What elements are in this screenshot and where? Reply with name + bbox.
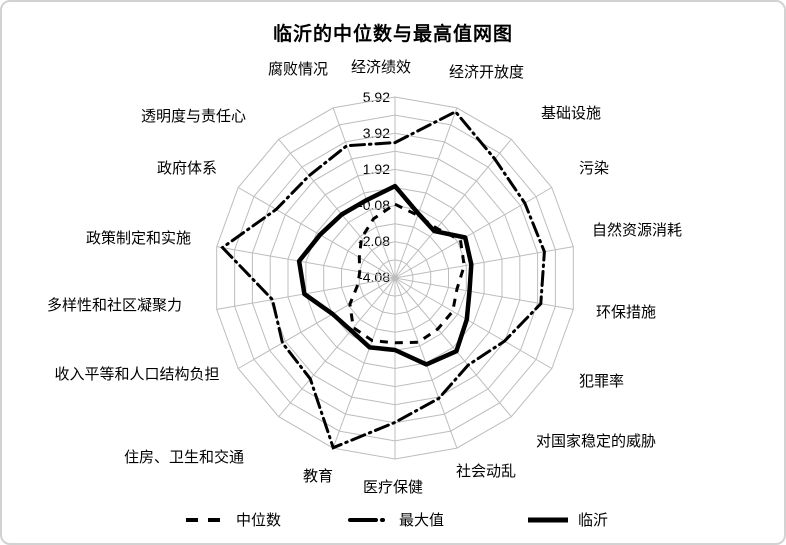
grid-spoke bbox=[394, 138, 512, 279]
grid-ring bbox=[305, 186, 485, 370]
grid-spoke bbox=[237, 277, 396, 369]
grid-ring bbox=[287, 168, 503, 388]
legend-label-median: 中位数 bbox=[236, 512, 282, 529]
grid-ring bbox=[216, 96, 574, 460]
axis-label-government-system: 政府体系 bbox=[157, 160, 218, 177]
grid-ring bbox=[251, 132, 539, 424]
axis-label-pollution: 污染 bbox=[579, 160, 610, 177]
grid-spoke bbox=[394, 246, 574, 279]
radial-tick-3-92: 3.92 bbox=[362, 125, 390, 141]
legend-label-linyi: 临沂 bbox=[578, 512, 609, 529]
radial-tick-1-92: 1.92 bbox=[362, 161, 390, 177]
axis-label-housing-health-transport: 住房、卫生和交通 bbox=[124, 449, 245, 466]
grid-spoke bbox=[394, 277, 458, 449]
grid-ring bbox=[269, 150, 521, 406]
legend-label-maximum: 最大值 bbox=[399, 512, 445, 529]
median-dashed-line-icon bbox=[186, 517, 226, 522]
axis-label-economic-performance: 经济绩效 bbox=[351, 59, 412, 76]
radial-tick-5-92: 5.92 bbox=[362, 89, 390, 105]
axis-label-social-unrest: 社会动乱 bbox=[456, 463, 517, 480]
axis-label-corruption: 腐败情况 bbox=[268, 61, 329, 78]
radial-tick-neg-0-08: -0.08 bbox=[358, 197, 390, 213]
axis-label-infrastructure: 基础设施 bbox=[541, 105, 602, 122]
legend-item-linyi: 临沂 bbox=[527, 509, 608, 530]
axis-label-policy-making-implementation: 政策制定和实施 bbox=[86, 230, 192, 247]
axis-label-transparency-accountability: 透明度与责任心 bbox=[141, 108, 247, 125]
grid-spoke bbox=[332, 277, 396, 449]
linyi-solid-line-icon bbox=[528, 517, 568, 522]
axis-label-healthcare: 医疗保健 bbox=[363, 479, 424, 496]
maximum-dash-dot-line-icon bbox=[348, 517, 390, 522]
legend-item-maximum: 最大值 bbox=[348, 509, 444, 530]
axis-label-education: 教育 bbox=[303, 468, 334, 485]
radial-tick-neg-4-08: -4.08 bbox=[358, 269, 390, 285]
axis-label-diversity-community-cohesion: 多样性和社区凝聚力 bbox=[47, 297, 183, 314]
legend-item-median: 中位数 bbox=[185, 509, 281, 530]
axis-label-crime-rate: 犯罪率 bbox=[579, 373, 625, 390]
chart-title: 临沂的中位数与最高值网图 bbox=[272, 24, 513, 45]
axis-label-economic-openness: 经济开放度 bbox=[449, 64, 525, 81]
grid-spoke bbox=[394, 277, 512, 418]
axis-label-threats-to-national-stability: 对国家稳定的威胁 bbox=[536, 433, 657, 450]
radial-tick-neg-2-08: -2.08 bbox=[358, 233, 390, 249]
axis-label-natural-resource-consumption: 自然资源消耗 bbox=[592, 222, 683, 239]
grid-spoke bbox=[394, 277, 553, 369]
grid-spoke bbox=[394, 107, 458, 279]
grid-ring bbox=[234, 114, 556, 442]
grid-spoke bbox=[394, 187, 553, 279]
grid-spoke bbox=[394, 277, 574, 310]
axis-label-environmental-measures: 环保措施 bbox=[596, 304, 657, 321]
axis-label-income-equality-demographic-burden: 收入平等和人口结构负担 bbox=[54, 366, 220, 383]
grid-spoke bbox=[278, 277, 396, 418]
